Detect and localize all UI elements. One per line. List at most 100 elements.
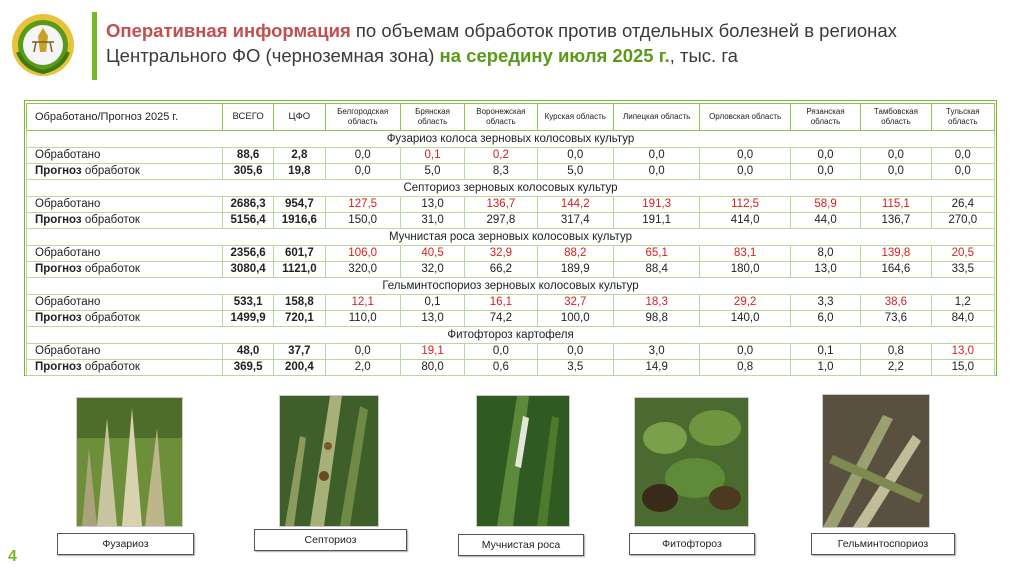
caption-phytophthora: Фитофтороз — [629, 533, 755, 555]
title-emphasis: Оперативная информация — [106, 20, 351, 41]
table-cell: 2,2 — [861, 360, 931, 376]
caption-helminthosporium: Гельминтоспориоз — [811, 533, 955, 555]
table-cell: 136,7 — [465, 197, 537, 213]
table-cell: 0,0 — [790, 164, 860, 180]
row-label: Обработано — [27, 148, 223, 164]
table-cell: 0,8 — [861, 344, 931, 360]
table-cell: 5,0 — [537, 164, 613, 180]
table-cell: 127,5 — [325, 197, 400, 213]
column-header: Орловская область — [700, 104, 790, 131]
table-cell: 1499,9 — [223, 311, 274, 327]
table-cell: 2,0 — [325, 360, 400, 376]
powdery-mildew-photo — [476, 395, 570, 527]
table-cell: 6,0 — [790, 311, 860, 327]
table-cell: 164,6 — [861, 262, 931, 278]
column-header: ВСЕГО — [223, 104, 274, 131]
table-cell: 1121,0 — [274, 262, 325, 278]
table-cell: 414,0 — [700, 213, 790, 229]
table-cell: 200,4 — [274, 360, 325, 376]
table-cell: 720,1 — [274, 311, 325, 327]
section-title: Фузариоз колоса зерновых колосовых культ… — [27, 131, 995, 148]
table-cell: 13,0 — [931, 344, 994, 360]
table-cell: 0,0 — [931, 164, 994, 180]
table-cell: 0,0 — [700, 164, 790, 180]
septoria-photo — [279, 395, 379, 527]
row-label: Прогноз обработок — [27, 311, 223, 327]
table-cell: 80,0 — [400, 360, 464, 376]
table-cell: 98,8 — [613, 311, 699, 327]
row-label-text: обработок — [82, 312, 140, 324]
section-title: Мучнистая роса зерновых колосовых культу… — [27, 229, 995, 246]
row-label: Прогноз обработок — [27, 164, 223, 180]
table-cell: 83,1 — [700, 246, 790, 262]
table-cell: 84,0 — [931, 311, 994, 327]
fusarium-photo — [76, 397, 183, 527]
table-cell: 1,2 — [931, 295, 994, 311]
table-cell: 48,0 — [223, 344, 274, 360]
table-cell: 3,0 — [613, 344, 699, 360]
ministry-emblem-icon — [10, 12, 76, 78]
table-cell: 320,0 — [325, 262, 400, 278]
section-row: Мучнистая роса зерновых колосовых культу… — [27, 229, 995, 246]
row-label: Обработано — [27, 295, 223, 311]
table-cell: 112,5 — [700, 197, 790, 213]
table-cell: 13,0 — [400, 197, 464, 213]
table-cell: 32,0 — [400, 262, 464, 278]
row-label-text: обработок — [82, 165, 140, 177]
table-cell: 12,1 — [325, 295, 400, 311]
table-cell: 13,0 — [400, 311, 464, 327]
table-cell: 3,5 — [537, 360, 613, 376]
table-cell: 0,1 — [400, 295, 464, 311]
table-row: Прогноз обработок 5156,4 1916,6 150,0 31,0 29… — [27, 213, 995, 229]
title-accent-bar — [92, 12, 97, 80]
table-cell: 19,1 — [400, 344, 464, 360]
table-cell: 189,9 — [537, 262, 613, 278]
table-body: Фузариоз колоса зерновых колосовых культ… — [27, 131, 995, 376]
section-title: Гельминтоспориоз зерновых колосовых куль… — [27, 278, 995, 295]
table-cell: 0,0 — [700, 148, 790, 164]
table-cell: 8,0 — [790, 246, 860, 262]
table-cell: 74,2 — [465, 311, 537, 327]
column-header: Тамбовская область — [861, 104, 931, 131]
table-cell: 139,8 — [861, 246, 931, 262]
column-header: Белгородская область — [325, 104, 400, 131]
table-row: Обработано 533,1 158,8 12,1 0,1 16,1 32,7 18,3 2… — [27, 295, 995, 311]
row-label: Обработано — [27, 197, 223, 213]
table-cell: 32,7 — [537, 295, 613, 311]
table-cell: 2686,3 — [223, 197, 274, 213]
table-row: Прогноз обработок 369,5 200,4 2,0 80,0 0,6 3,5… — [27, 360, 995, 376]
table-row: Обработано 2686,3 954,7 127,5 13,0 136,7 144,2… — [27, 197, 995, 213]
table-cell: 369,5 — [223, 360, 274, 376]
column-header: Обработано/Прогноз 2025 г. — [27, 104, 223, 131]
table-cell: 0,8 — [700, 360, 790, 376]
page-number: 4 — [8, 548, 17, 566]
table-cell: 37,7 — [274, 344, 325, 360]
table-cell: 40,5 — [400, 246, 464, 262]
table-row: Обработано 88,6 2,8 0,0 0,1 0,2 0,0 0,0 0,0 0,0 0,… — [27, 148, 995, 164]
column-header: Брянская область — [400, 104, 464, 131]
table-cell: 65,1 — [613, 246, 699, 262]
table-cell: 191,3 — [613, 197, 699, 213]
table-cell: 150,0 — [325, 213, 400, 229]
caption-septoria: Септориоз — [254, 529, 407, 551]
table-cell: 180,0 — [700, 262, 790, 278]
table-cell: 38,6 — [861, 295, 931, 311]
row-label-text: Обработано — [35, 149, 100, 161]
row-label-text: Обработано — [35, 296, 100, 308]
table-cell: 0,0 — [613, 148, 699, 164]
table-cell: 317,4 — [537, 213, 613, 229]
table-cell: 533,1 — [223, 295, 274, 311]
table-cell: 0,0 — [861, 164, 931, 180]
table-cell: 270,0 — [931, 213, 994, 229]
row-label-bold: Прогноз — [35, 214, 82, 226]
table-cell: 0,2 — [465, 148, 537, 164]
table-cell: 14,9 — [613, 360, 699, 376]
row-label: Обработано — [27, 344, 223, 360]
section-title: Фитофтороз картофеля — [27, 327, 995, 344]
table-cell: 44,0 — [790, 213, 860, 229]
row-label-text: Обработано — [35, 247, 100, 259]
table-cell: 66,2 — [465, 262, 537, 278]
row-label-bold: Прогноз — [35, 263, 82, 275]
column-header: ЦФО — [274, 104, 325, 131]
table-cell: 3080,4 — [223, 262, 274, 278]
